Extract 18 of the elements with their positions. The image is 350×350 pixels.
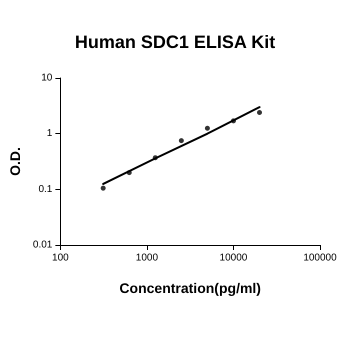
point xyxy=(152,155,158,160)
x-tick-label: 100 xyxy=(52,252,70,264)
y-tick-label: 10 xyxy=(41,72,53,84)
point xyxy=(178,138,184,144)
point xyxy=(230,118,236,124)
point xyxy=(204,126,210,131)
x-axis-title: Concentration(pg/ml) xyxy=(119,280,261,296)
x-tick-label: 1000 xyxy=(136,252,158,264)
y-tick-label: 0.01 xyxy=(32,240,53,250)
chart-title: Human SDC1 ELISA Kit xyxy=(74,32,276,52)
y-tick-label: 1 xyxy=(46,128,53,140)
x-tick-label: 10000 xyxy=(220,252,248,264)
y-axis-title: O.D. xyxy=(7,147,23,176)
x-tick-label: 100000 xyxy=(303,252,338,264)
point xyxy=(100,186,106,191)
y-tick-label: 0.1 xyxy=(38,184,53,195)
point xyxy=(257,110,262,115)
point xyxy=(126,170,132,176)
